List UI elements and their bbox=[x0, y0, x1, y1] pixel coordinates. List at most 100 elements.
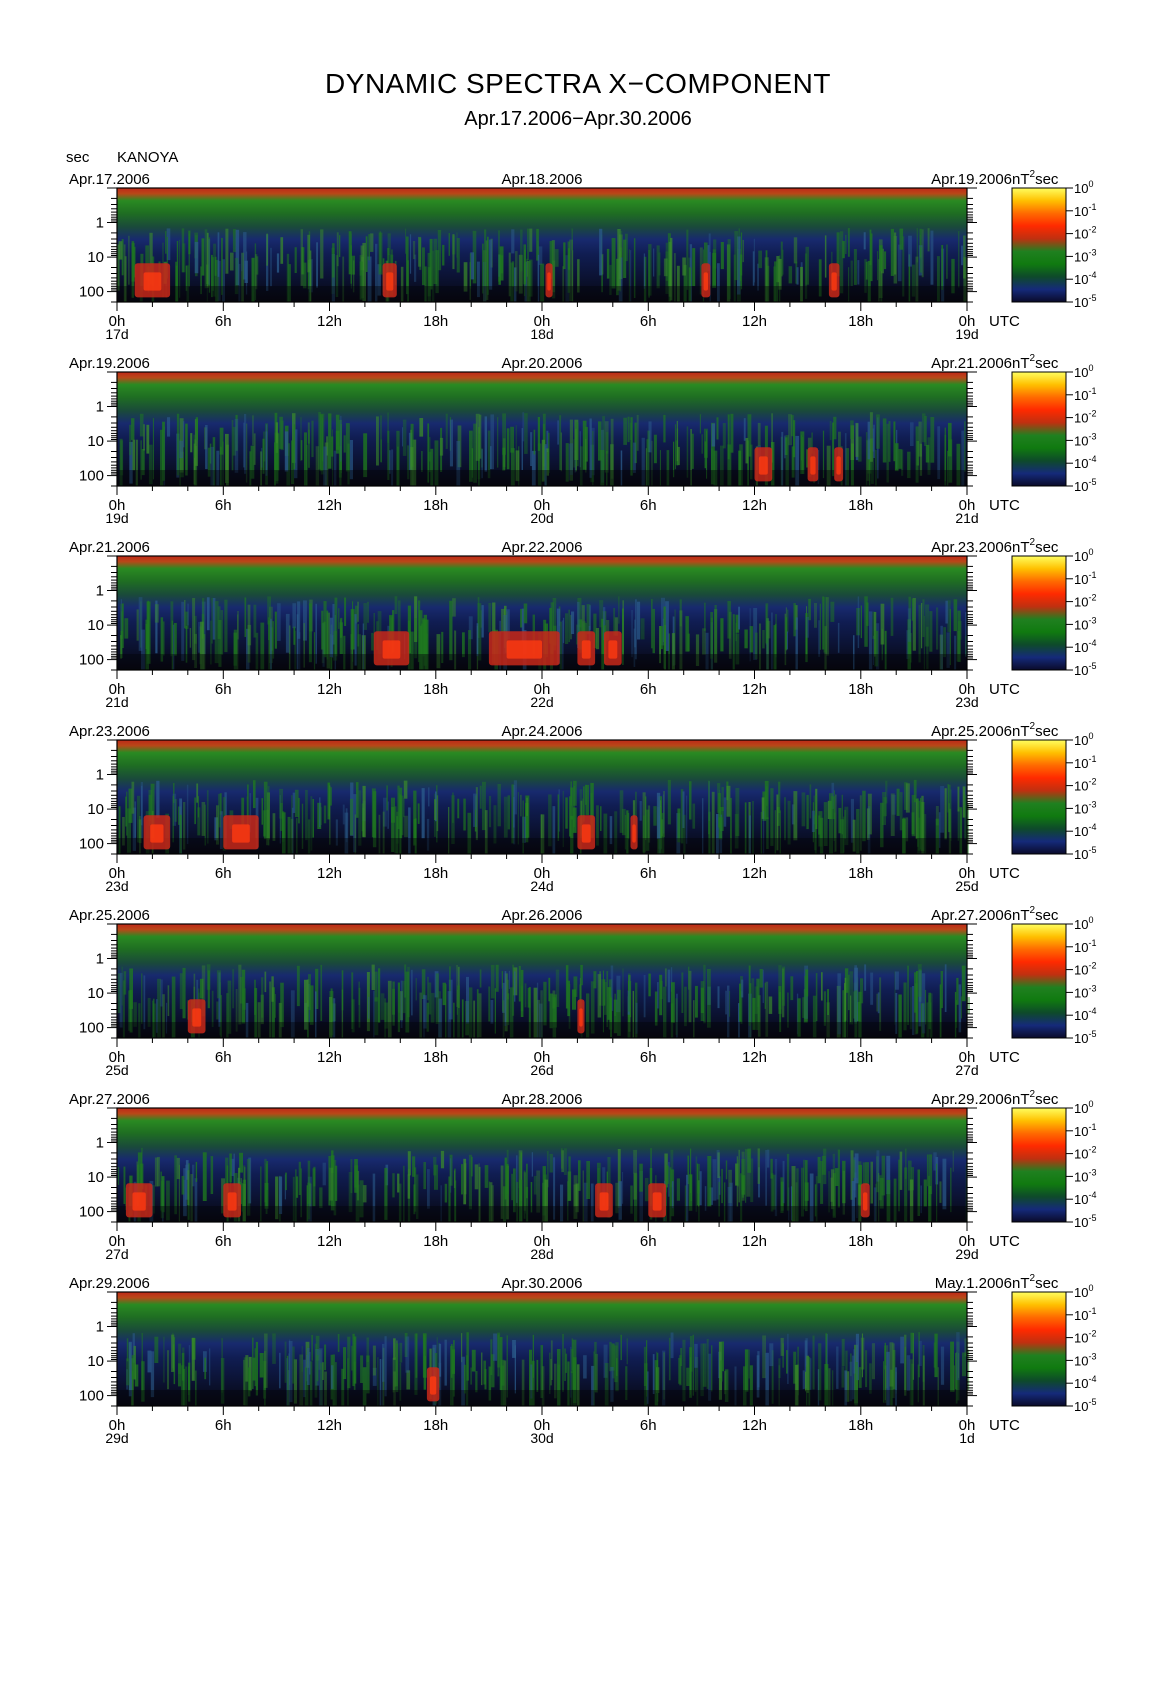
activity-column bbox=[903, 982, 907, 1031]
activity-column bbox=[940, 786, 945, 833]
activity-column bbox=[498, 254, 501, 277]
activity-column bbox=[692, 1334, 694, 1396]
activity-column bbox=[578, 1160, 581, 1191]
activity-column bbox=[950, 1341, 954, 1392]
activity-column bbox=[171, 976, 176, 1038]
activity-column bbox=[856, 809, 860, 854]
activity-column bbox=[232, 229, 237, 253]
activity-column bbox=[126, 1358, 130, 1386]
activity-column bbox=[128, 1341, 132, 1397]
activity-column bbox=[294, 789, 299, 817]
colorbar-tick-label: 10-2 bbox=[1074, 225, 1096, 242]
activity-column bbox=[823, 597, 828, 653]
activity-column bbox=[924, 416, 927, 446]
activity-column bbox=[220, 995, 222, 1038]
activity-column bbox=[859, 795, 862, 851]
activity-column bbox=[627, 416, 630, 443]
activity-column bbox=[515, 450, 520, 482]
activity-column bbox=[119, 972, 123, 1028]
activity-column bbox=[315, 968, 319, 1009]
activity-column bbox=[406, 1370, 411, 1390]
activity-column bbox=[904, 1148, 907, 1179]
activity-column bbox=[478, 1166, 481, 1222]
x-tick-label: 0h bbox=[959, 1233, 976, 1250]
activity-column bbox=[780, 1337, 784, 1356]
activity-column bbox=[488, 1181, 491, 1222]
activity-column bbox=[214, 601, 219, 664]
activity-column bbox=[256, 256, 259, 275]
activity-column bbox=[850, 425, 855, 460]
activity-column bbox=[524, 983, 527, 1008]
activity-column bbox=[333, 450, 337, 486]
activity-column bbox=[418, 236, 422, 267]
activity-column bbox=[213, 243, 217, 297]
activity-column bbox=[138, 819, 142, 844]
activity-column bbox=[226, 993, 229, 1038]
y-tick-label: 1 bbox=[96, 399, 104, 416]
activity-column bbox=[233, 1153, 235, 1186]
activity-column bbox=[922, 413, 926, 443]
activity-column bbox=[668, 1337, 671, 1381]
activity-column bbox=[804, 975, 808, 1022]
activity-column bbox=[261, 977, 264, 1018]
activity-column bbox=[670, 1332, 674, 1359]
activity-column bbox=[781, 968, 785, 1018]
activity-column bbox=[549, 1352, 551, 1394]
activity-column bbox=[840, 231, 844, 294]
activity-column bbox=[850, 798, 854, 843]
activity-column bbox=[334, 1165, 338, 1201]
activity-column bbox=[766, 619, 769, 670]
activity-column bbox=[712, 1159, 717, 1201]
activity-column bbox=[683, 814, 686, 854]
activity-column bbox=[487, 430, 491, 479]
activity-column bbox=[622, 600, 624, 656]
activity-column bbox=[354, 614, 357, 666]
activity-column bbox=[958, 231, 960, 288]
activity-column bbox=[653, 434, 657, 464]
activity-column bbox=[844, 977, 847, 1021]
activity-column bbox=[507, 795, 510, 830]
activity-column bbox=[536, 982, 539, 1038]
activity-column bbox=[596, 805, 599, 846]
x-tick-label: 0h bbox=[959, 1049, 976, 1066]
activity-column bbox=[221, 1178, 226, 1214]
activity-column bbox=[778, 1365, 780, 1406]
activity-column bbox=[367, 996, 370, 1019]
activity-column bbox=[670, 967, 673, 992]
activity-column bbox=[707, 245, 710, 271]
activity-column bbox=[771, 442, 775, 486]
activity-column bbox=[408, 807, 411, 854]
activity-column bbox=[909, 987, 912, 1030]
activity-column bbox=[704, 602, 706, 631]
activity-column bbox=[419, 992, 422, 1038]
activity-column bbox=[921, 795, 924, 854]
activity-column bbox=[814, 1184, 817, 1217]
activity-column bbox=[290, 990, 295, 1038]
activity-column bbox=[403, 1165, 405, 1222]
activity-column bbox=[953, 1365, 955, 1392]
activity-column bbox=[782, 249, 784, 275]
activity-column bbox=[219, 427, 224, 455]
x-tick-label: 6h bbox=[215, 865, 232, 882]
activity-column bbox=[563, 1148, 567, 1175]
activity-column bbox=[537, 254, 540, 302]
activity-column bbox=[517, 792, 519, 845]
activity-column bbox=[623, 417, 627, 445]
panel-start-date: Apr.19.2006 bbox=[69, 355, 150, 372]
activity-column bbox=[249, 451, 252, 486]
activity-column bbox=[490, 1000, 494, 1024]
activity-column bbox=[845, 1350, 848, 1373]
activity-column bbox=[181, 228, 185, 273]
activity-column bbox=[624, 233, 628, 262]
activity-column bbox=[955, 1000, 958, 1028]
activity-column bbox=[300, 1168, 302, 1218]
activity-column bbox=[285, 613, 290, 653]
activity-column bbox=[729, 991, 731, 1017]
activity-column bbox=[689, 781, 692, 820]
activity-column bbox=[773, 625, 777, 670]
colorbar-tick-label: 10-3 bbox=[1074, 615, 1096, 632]
activity-column bbox=[405, 971, 410, 1033]
activity-column bbox=[247, 784, 249, 830]
activity-column bbox=[310, 796, 313, 851]
